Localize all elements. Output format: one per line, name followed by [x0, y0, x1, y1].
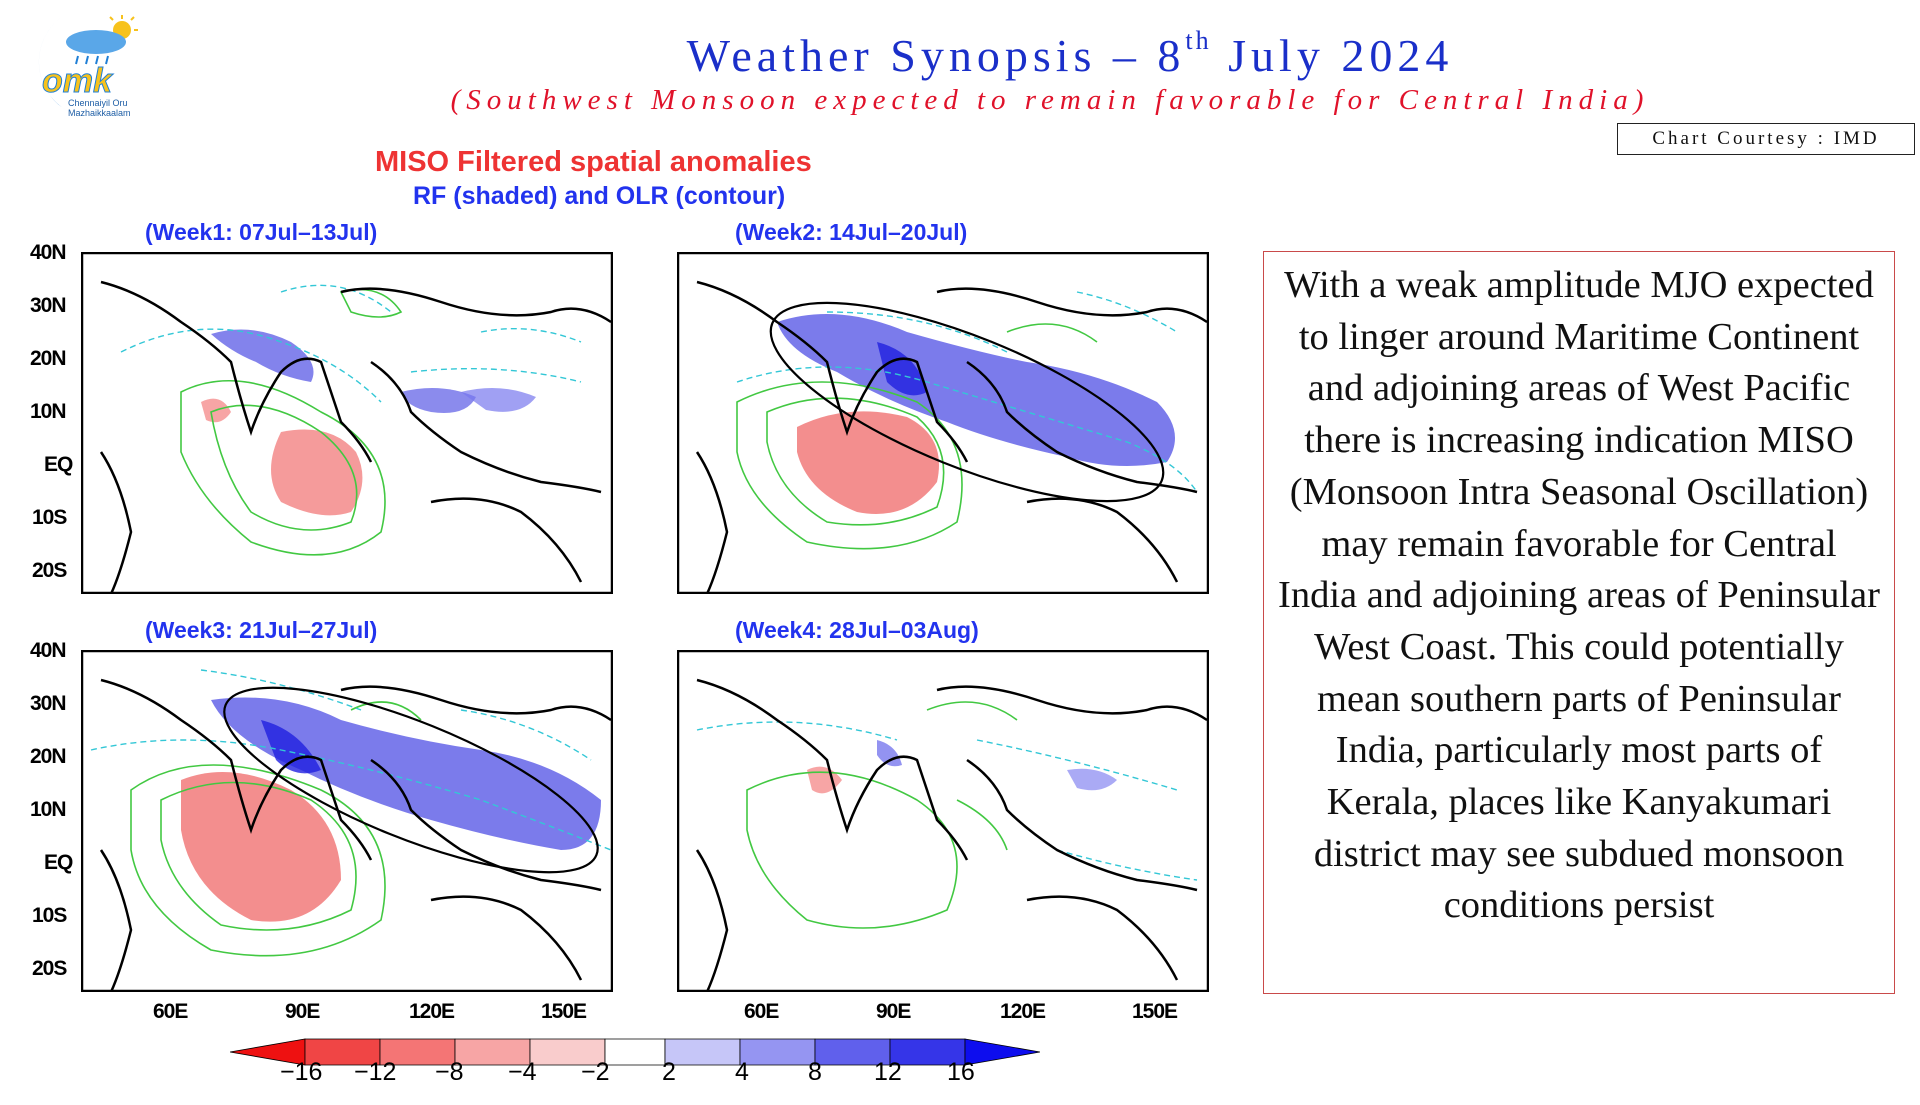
- coastlines: [695, 678, 1208, 992]
- colorbar-tick: −16: [280, 1058, 323, 1086]
- lat-tick: EQ: [44, 453, 73, 476]
- lat-tick: 30N: [30, 692, 67, 715]
- colorbar-tick: −8: [435, 1058, 464, 1086]
- logo-text: omk: [42, 62, 114, 100]
- olr-contours-negative: [120, 284, 582, 403]
- rf-shading: [201, 329, 536, 516]
- lon-tick: 150E: [541, 1000, 587, 1023]
- colorbar-segment: [964, 1038, 1040, 1066]
- colorbar-segment: [739, 1038, 816, 1066]
- lon-tick: 60E: [153, 1000, 188, 1023]
- colorbar-tick: −12: [354, 1058, 397, 1086]
- lat-tick: 10N: [30, 798, 67, 821]
- lat-tick: 20N: [30, 347, 67, 370]
- colorbar-segment: [664, 1038, 741, 1066]
- olr-contours-positive: [736, 323, 1098, 550]
- omk-logo: omk Chennaiyil Oru Mazhaikkaalam: [4, 6, 144, 131]
- lon-tick: 60E: [744, 1000, 779, 1023]
- lon-tick: 150E: [1132, 1000, 1178, 1023]
- lon-tick: 120E: [409, 1000, 455, 1023]
- olr-contours-negative: [696, 721, 1198, 881]
- page-title: Weather Synopsis – 8th July 2024: [560, 26, 1580, 82]
- miso-ellipse: [769, 301, 1165, 503]
- title-part-date: July 2024: [1211, 30, 1454, 81]
- colorbar-tick: 4: [735, 1058, 749, 1086]
- lat-tick: EQ: [44, 851, 73, 874]
- lon-tick: 90E: [285, 1000, 320, 1023]
- lat-tick: 10S: [32, 506, 67, 529]
- page-subtitle: (Southwest Monsoon expected to remain fa…: [450, 84, 1650, 116]
- week4-map: [677, 650, 1209, 992]
- lat-tick: 10S: [32, 904, 67, 927]
- olr-contours-positive: [130, 701, 422, 957]
- figure-subtitle: RF (shaded) and OLR (contour): [413, 182, 786, 210]
- week3-label: (Week3: 21Jul–27Jul): [145, 617, 378, 643]
- week1-label: (Week1: 07Jul–13Jul): [145, 219, 378, 245]
- title-superscript: th: [1185, 26, 1212, 55]
- olr-contours-positive: [746, 701, 1018, 929]
- week1-map: [81, 252, 613, 594]
- week2-label: (Week2: 14Jul–20Jul): [735, 219, 968, 245]
- rf-shading: [181, 697, 601, 922]
- colorbar-tick: −2: [581, 1058, 610, 1086]
- colorbar-tick: 8: [808, 1058, 822, 1086]
- colorbar-segment: [604, 1038, 666, 1066]
- colorbar-tick: 12: [874, 1058, 902, 1086]
- miso-ellipse: [223, 686, 599, 874]
- lat-tick: 10N: [30, 400, 67, 423]
- title-part: Weather Synopsis – 8: [686, 30, 1186, 81]
- coastlines: [99, 280, 612, 594]
- rf-shading: [777, 314, 1175, 514]
- lon-tick: 90E: [876, 1000, 911, 1023]
- colorbar: [230, 1038, 1040, 1066]
- logo-caption-1: Chennaiyil Oru: [68, 98, 128, 108]
- lat-tick: 30N: [30, 294, 67, 317]
- lat-tick: 20S: [32, 559, 67, 582]
- week3-map: [81, 650, 613, 992]
- olr-contours-negative: [736, 291, 1198, 493]
- colorbar-tick: −4: [508, 1058, 537, 1086]
- logo-caption-2: Mazhaikkaalam: [68, 108, 131, 118]
- figure-title: MISO Filtered spatial anomalies: [375, 146, 812, 178]
- colorbar-tick: 2: [662, 1058, 676, 1086]
- colorbar-tick: 16: [947, 1058, 975, 1086]
- week2-map: [677, 252, 1209, 594]
- coastlines: [695, 280, 1208, 594]
- lat-tick: 20S: [32, 957, 67, 980]
- lat-tick: 40N: [30, 639, 67, 662]
- lat-tick: 40N: [30, 241, 67, 264]
- week4-label: (Week4: 28Jul–03Aug): [735, 617, 979, 643]
- lon-tick: 120E: [1000, 1000, 1046, 1023]
- chart-courtesy: Chart Courtesy : IMD: [1617, 123, 1915, 155]
- olr-contours-negative: [90, 669, 612, 851]
- lat-tick: 20N: [30, 745, 67, 768]
- synopsis-description: With a weak amplitude MJO expected to li…: [1263, 251, 1895, 994]
- coastlines: [99, 678, 612, 992]
